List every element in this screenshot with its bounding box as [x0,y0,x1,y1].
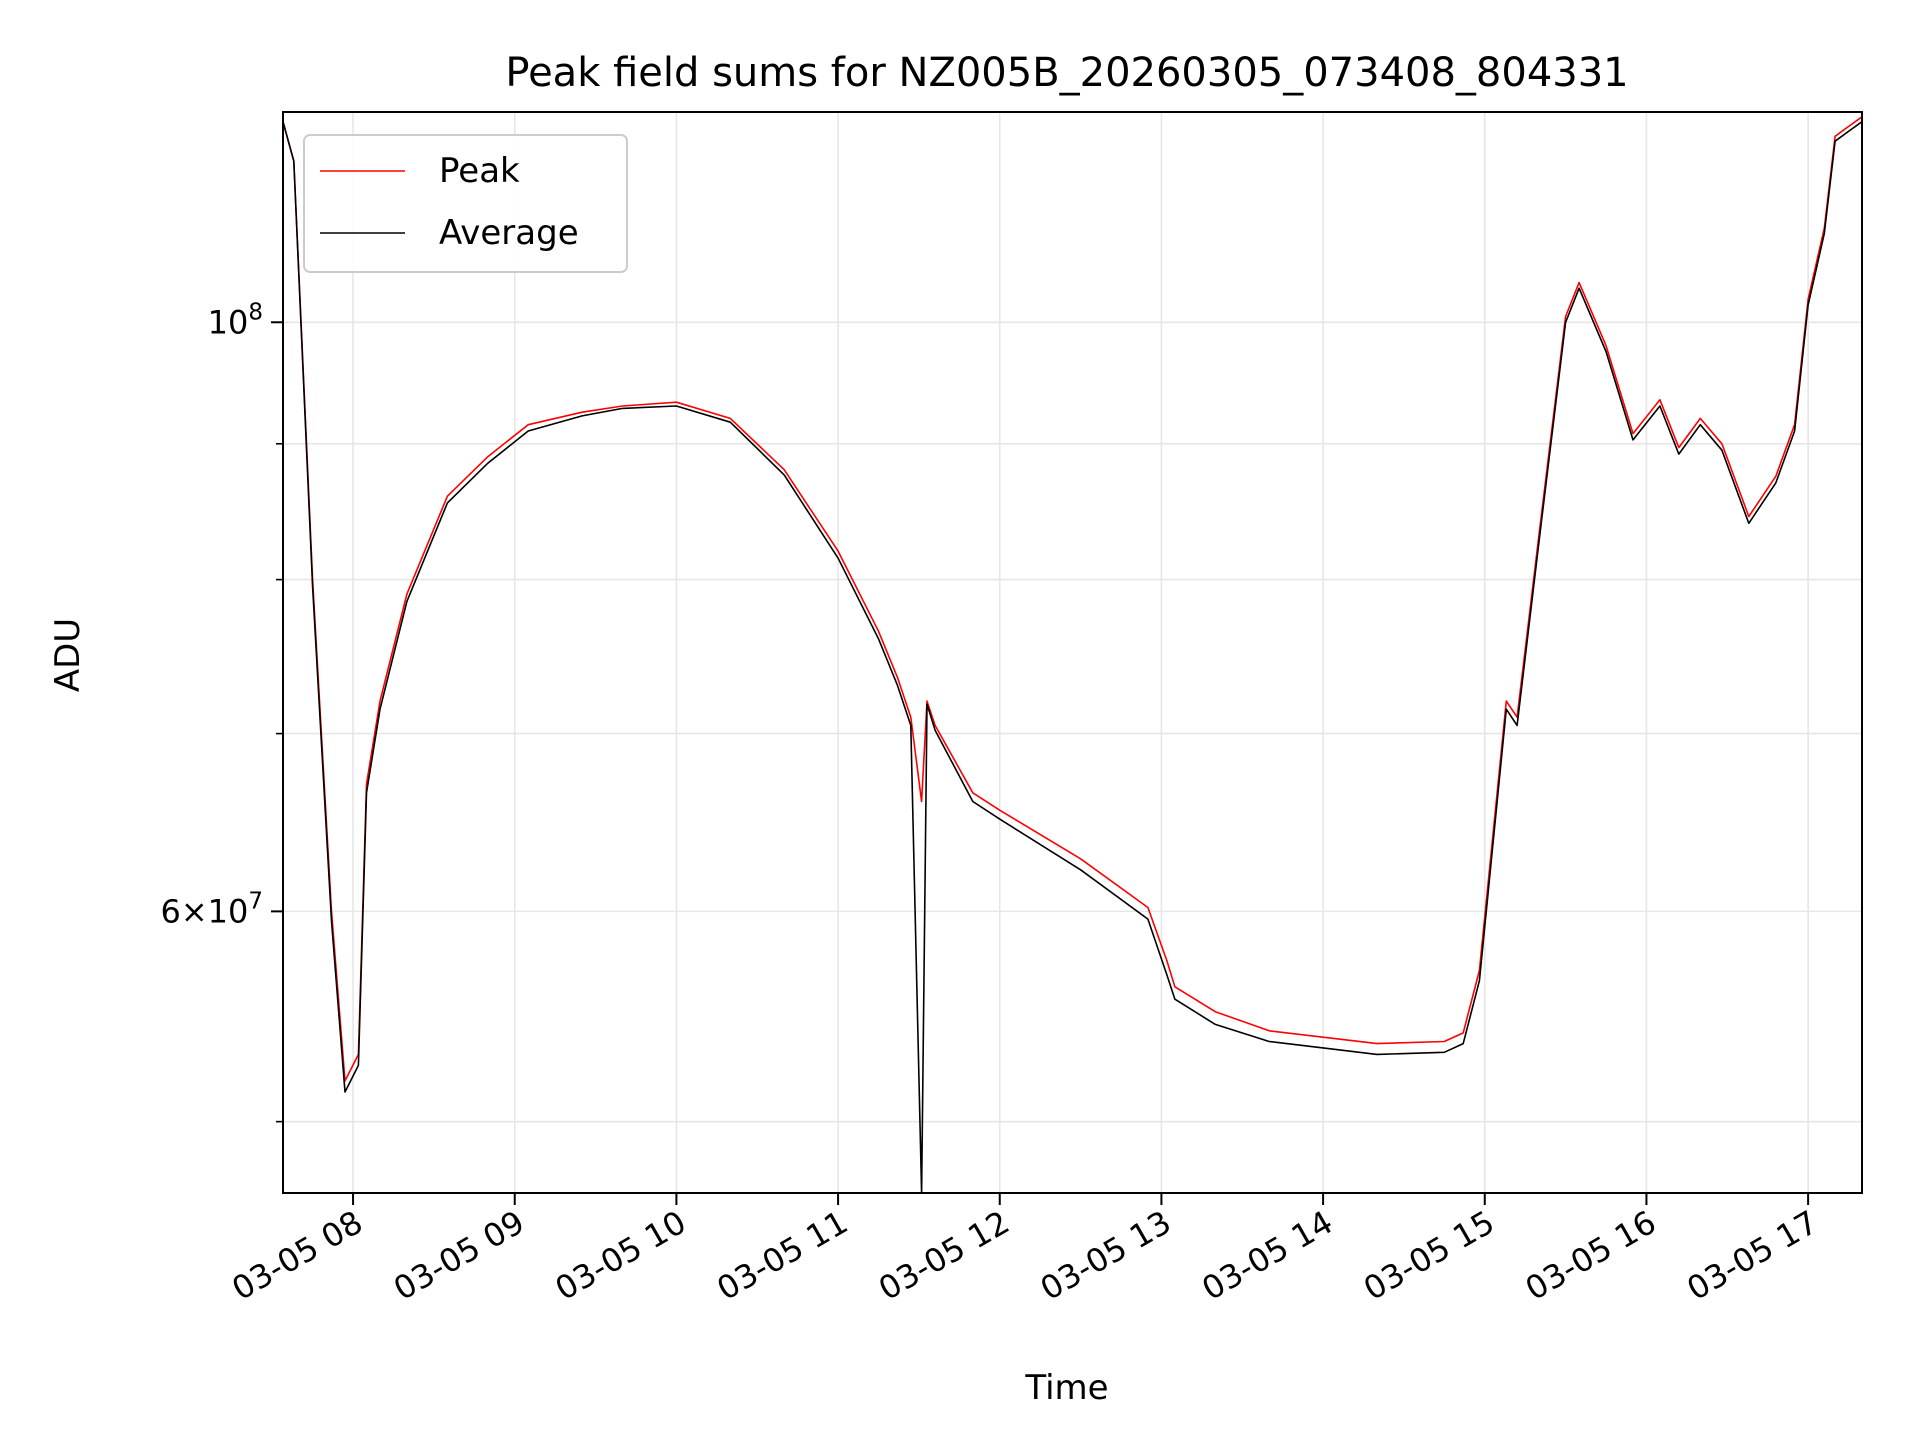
y-tick-label: 6×107 [160,888,263,930]
legend-label-average: Average [439,213,579,253]
legend: Peak Average [303,134,628,273]
y-tick-label: 108 [208,299,263,341]
y-axis-title: ADU [48,618,88,692]
grid [283,112,1862,1193]
plot-frame [282,111,1863,1194]
plot-lines [282,116,1863,1194]
series-line-peak [282,116,1863,1082]
legend-box [303,134,628,273]
series-line-average [282,121,1863,1194]
chart-title: Peak field sums for NZ005B_20260305_0734… [505,50,1628,96]
x-axis-title: Time [1024,1368,1108,1408]
legend-label-peak: Peak [439,151,520,191]
